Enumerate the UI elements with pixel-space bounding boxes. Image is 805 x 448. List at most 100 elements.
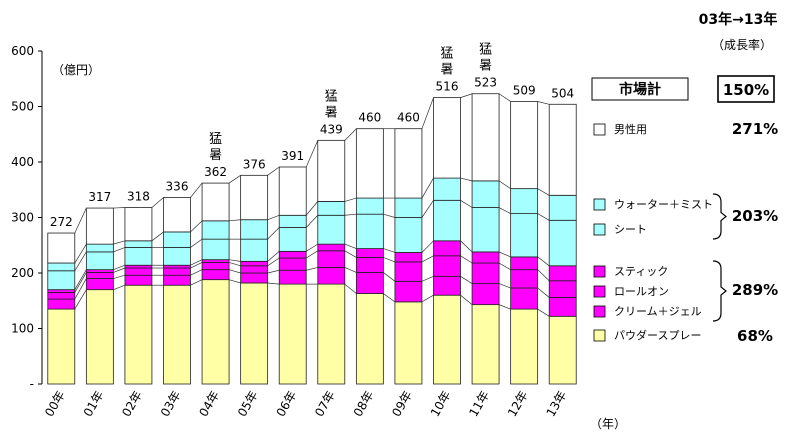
bar-segment-1 <box>201 279 230 385</box>
bar-segment-1 <box>278 283 307 385</box>
bar-segment-2 <box>548 297 577 317</box>
connector-line <box>190 279 203 286</box>
bar-segment-7 <box>278 166 307 216</box>
bar-segment-7 <box>201 182 230 222</box>
x-tick-label: 06年 <box>274 389 300 420</box>
legend-label: ウォーター＋ミスト <box>614 198 713 211</box>
connector-line <box>74 243 87 264</box>
total-label: 439 <box>320 122 343 136</box>
connector-line <box>344 213 357 216</box>
connector-line <box>306 243 318 252</box>
bar-segment-2 <box>85 278 114 291</box>
bar-segment-3 <box>433 255 461 277</box>
connector-line <box>383 248 396 253</box>
legend-brace <box>712 260 727 322</box>
bar-segment-7 <box>47 232 76 264</box>
connector-line <box>498 180 511 189</box>
connector-line <box>498 207 511 214</box>
connector-line <box>421 255 434 263</box>
total-label: 460 <box>358 111 381 125</box>
total-label: 523 <box>474 76 497 90</box>
connector-line <box>344 243 357 249</box>
bar-segment-7 <box>548 103 577 196</box>
bar-segment-1 <box>317 283 346 385</box>
legend-brace <box>712 193 727 240</box>
total-label: 516 <box>436 80 459 94</box>
connector-line <box>383 272 396 282</box>
connector-line <box>306 250 318 259</box>
bar-segment-1 <box>548 315 577 385</box>
bar-segment-7 <box>124 207 153 242</box>
x-tick-label: 12年 <box>505 389 531 420</box>
growth-rate: 68% <box>737 327 773 345</box>
bar-segment-2 <box>394 280 423 303</box>
connector-line <box>113 207 125 209</box>
connector-line <box>74 272 87 293</box>
connector-line <box>190 220 203 233</box>
connector-line <box>537 188 550 196</box>
bar-segment-4 <box>510 256 539 271</box>
legend-label: パウダースプレー <box>614 328 701 342</box>
bar-segment-4 <box>394 252 423 263</box>
bar-segment-7 <box>471 93 500 182</box>
growth-header-subtitle: （成長率） <box>712 37 772 52</box>
connector-line <box>383 257 396 263</box>
market-total-label: 市場計 <box>619 81 661 98</box>
x-tick-label: 02年 <box>119 389 145 420</box>
bar-segment-6 <box>278 214 307 228</box>
bar-segment-7 <box>433 97 461 179</box>
bar-segment-5 <box>548 219 577 267</box>
growth-rate: 203% <box>732 207 778 225</box>
legend-swatch <box>593 223 606 236</box>
growth-header-title: 03年→13年 <box>699 11 778 28</box>
legend-label: 男性用 <box>614 122 647 136</box>
bar-segment-7 <box>317 139 346 202</box>
connector-line <box>537 101 550 105</box>
legend-swatch <box>593 329 606 342</box>
y-tick-label: 500 <box>11 100 34 114</box>
connector-line <box>267 282 280 285</box>
bar-segment-3 <box>394 261 423 282</box>
growth-rate: 271% <box>732 120 778 138</box>
connector-line <box>228 262 241 267</box>
bar-segment-2 <box>433 275 461 296</box>
bar-segment-7 <box>240 174 269 221</box>
legend-label: クリーム＋ジェル <box>614 305 702 318</box>
bar-segment-5 <box>47 270 76 291</box>
legend-label: スティック <box>614 265 668 278</box>
bar-segment-3 <box>548 280 577 298</box>
bar-segment-5 <box>433 199 461 242</box>
y-tick-label: 300 <box>11 211 34 225</box>
bar-segment-4 <box>433 240 461 257</box>
total-label: 460 <box>397 111 420 125</box>
bar-segment-6 <box>548 194 577 221</box>
connector-line <box>498 283 511 289</box>
bar-segment-2 <box>201 269 230 281</box>
bar-segment-5 <box>201 238 230 261</box>
bar-segment-1 <box>433 294 461 385</box>
connector-line <box>267 251 280 262</box>
connector-line <box>74 207 87 234</box>
bar-segment-2 <box>278 269 307 285</box>
bar-segment-6 <box>471 180 500 208</box>
connector-line <box>113 274 126 279</box>
legend-swatch <box>593 123 606 136</box>
connector-line <box>460 177 473 182</box>
bar-segment-4 <box>85 269 114 273</box>
bars-layer <box>47 93 577 385</box>
connector-line <box>383 293 396 303</box>
total-label: 504 <box>551 86 574 100</box>
bar-segment-5 <box>471 207 500 253</box>
bar-segment-6 <box>433 177 461 201</box>
bar-segment-5 <box>124 247 153 266</box>
bar-segment-6 <box>240 219 269 240</box>
connector-line <box>190 259 203 266</box>
market-total-rate-box <box>717 75 775 103</box>
connector-layer <box>74 93 550 317</box>
connector-line <box>421 97 434 129</box>
x-tick-label: 00年 <box>42 389 68 420</box>
legend-swatch <box>593 265 606 278</box>
bar-segment-7 <box>355 128 384 199</box>
bar-segment-3 <box>201 262 230 271</box>
